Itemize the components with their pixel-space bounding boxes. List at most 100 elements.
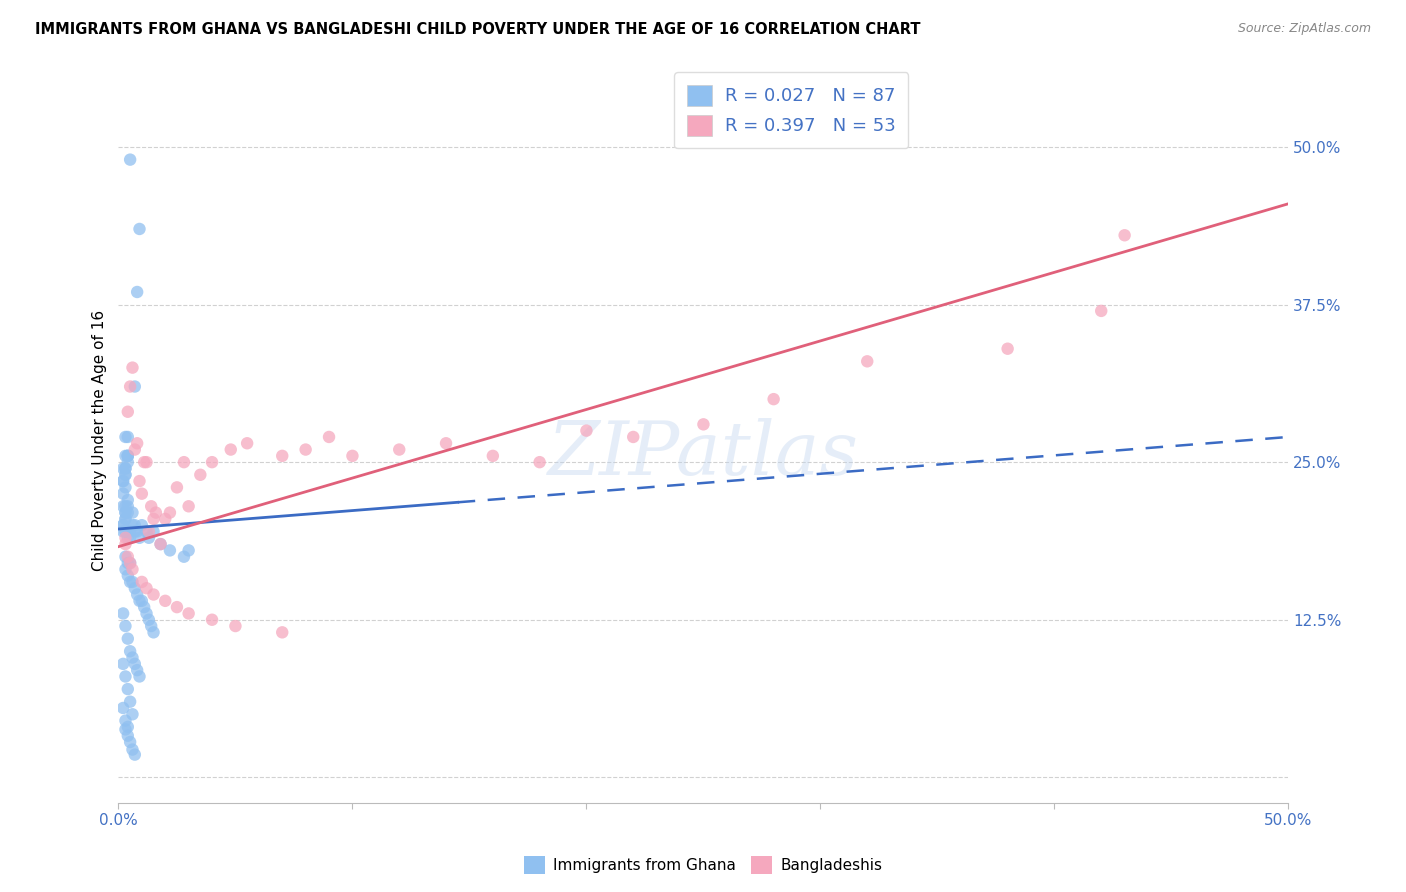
Point — [124, 379, 146, 393]
Point — [124, 581, 146, 595]
Point — [294, 442, 316, 457]
Point — [177, 543, 200, 558]
Point — [112, 524, 135, 539]
Point — [120, 695, 142, 709]
Point — [236, 436, 259, 450]
Point — [121, 574, 143, 589]
Point — [112, 474, 135, 488]
Point — [112, 607, 135, 621]
Point — [124, 524, 146, 539]
Point — [149, 537, 172, 551]
Point — [120, 644, 142, 658]
Point — [219, 442, 242, 457]
Point — [120, 531, 142, 545]
Point — [117, 449, 139, 463]
Point — [159, 543, 181, 558]
Point — [121, 650, 143, 665]
Point — [114, 480, 136, 494]
Point — [128, 669, 150, 683]
Point — [135, 581, 157, 595]
Point — [127, 663, 149, 677]
Point — [127, 436, 149, 450]
Point — [177, 500, 200, 514]
Point — [127, 524, 149, 539]
Point — [121, 742, 143, 756]
Point — [141, 619, 163, 633]
Point — [128, 594, 150, 608]
Point — [117, 531, 139, 545]
Point — [856, 354, 879, 368]
Point — [114, 714, 136, 728]
Point — [762, 392, 785, 406]
Point — [114, 467, 136, 482]
Point — [128, 222, 150, 236]
Point — [188, 467, 211, 482]
Text: Source: ZipAtlas.com: Source: ZipAtlas.com — [1237, 22, 1371, 36]
Point — [121, 562, 143, 576]
Point — [121, 360, 143, 375]
Point — [117, 493, 139, 508]
Point — [112, 500, 135, 514]
Point — [155, 594, 177, 608]
Point — [120, 556, 142, 570]
Point — [138, 524, 160, 539]
Point — [131, 574, 153, 589]
Point — [112, 657, 135, 671]
Point — [692, 417, 714, 432]
Point — [117, 405, 139, 419]
Point — [159, 506, 181, 520]
Point — [114, 506, 136, 520]
Point — [201, 455, 224, 469]
Point — [124, 747, 146, 762]
Point — [124, 442, 146, 457]
Point — [114, 524, 136, 539]
Point — [117, 632, 139, 646]
Point — [114, 500, 136, 514]
Point — [128, 531, 150, 545]
Point — [114, 461, 136, 475]
Point — [117, 729, 139, 743]
Point — [271, 625, 294, 640]
Legend: Immigrants from Ghana, Bangladeshis: Immigrants from Ghana, Bangladeshis — [517, 850, 889, 880]
Point — [135, 607, 157, 621]
Point — [121, 707, 143, 722]
Text: IMMIGRANTS FROM GHANA VS BANGLADESHI CHILD POVERTY UNDER THE AGE OF 16 CORRELATI: IMMIGRANTS FROM GHANA VS BANGLADESHI CHI… — [35, 22, 921, 37]
Point — [120, 524, 142, 539]
Point — [114, 537, 136, 551]
Point — [117, 720, 139, 734]
Point — [114, 467, 136, 482]
Point — [121, 518, 143, 533]
Point — [131, 518, 153, 533]
Point — [224, 619, 246, 633]
Point — [155, 512, 177, 526]
Point — [117, 500, 139, 514]
Point — [114, 512, 136, 526]
Point — [112, 486, 135, 500]
Point — [434, 436, 457, 450]
Point — [117, 449, 139, 463]
Point — [149, 537, 172, 551]
Point — [128, 474, 150, 488]
Point — [117, 455, 139, 469]
Point — [135, 455, 157, 469]
Point — [201, 613, 224, 627]
Point — [1090, 304, 1112, 318]
Point — [117, 449, 139, 463]
Point — [120, 153, 142, 167]
Point — [138, 613, 160, 627]
Point — [112, 518, 135, 533]
Point — [271, 449, 294, 463]
Text: ZIPatlas: ZIPatlas — [548, 418, 859, 491]
Point — [114, 669, 136, 683]
Point — [117, 549, 139, 564]
Point — [131, 594, 153, 608]
Legend: R = 0.027   N = 87, R = 0.397   N = 53: R = 0.027 N = 87, R = 0.397 N = 53 — [675, 72, 908, 148]
Point — [120, 574, 142, 589]
Point — [127, 285, 149, 299]
Point — [342, 449, 364, 463]
Y-axis label: Child Poverty Under the Age of 16: Child Poverty Under the Age of 16 — [93, 310, 107, 571]
Point — [114, 562, 136, 576]
Point — [142, 524, 165, 539]
Point — [114, 449, 136, 463]
Point — [114, 461, 136, 475]
